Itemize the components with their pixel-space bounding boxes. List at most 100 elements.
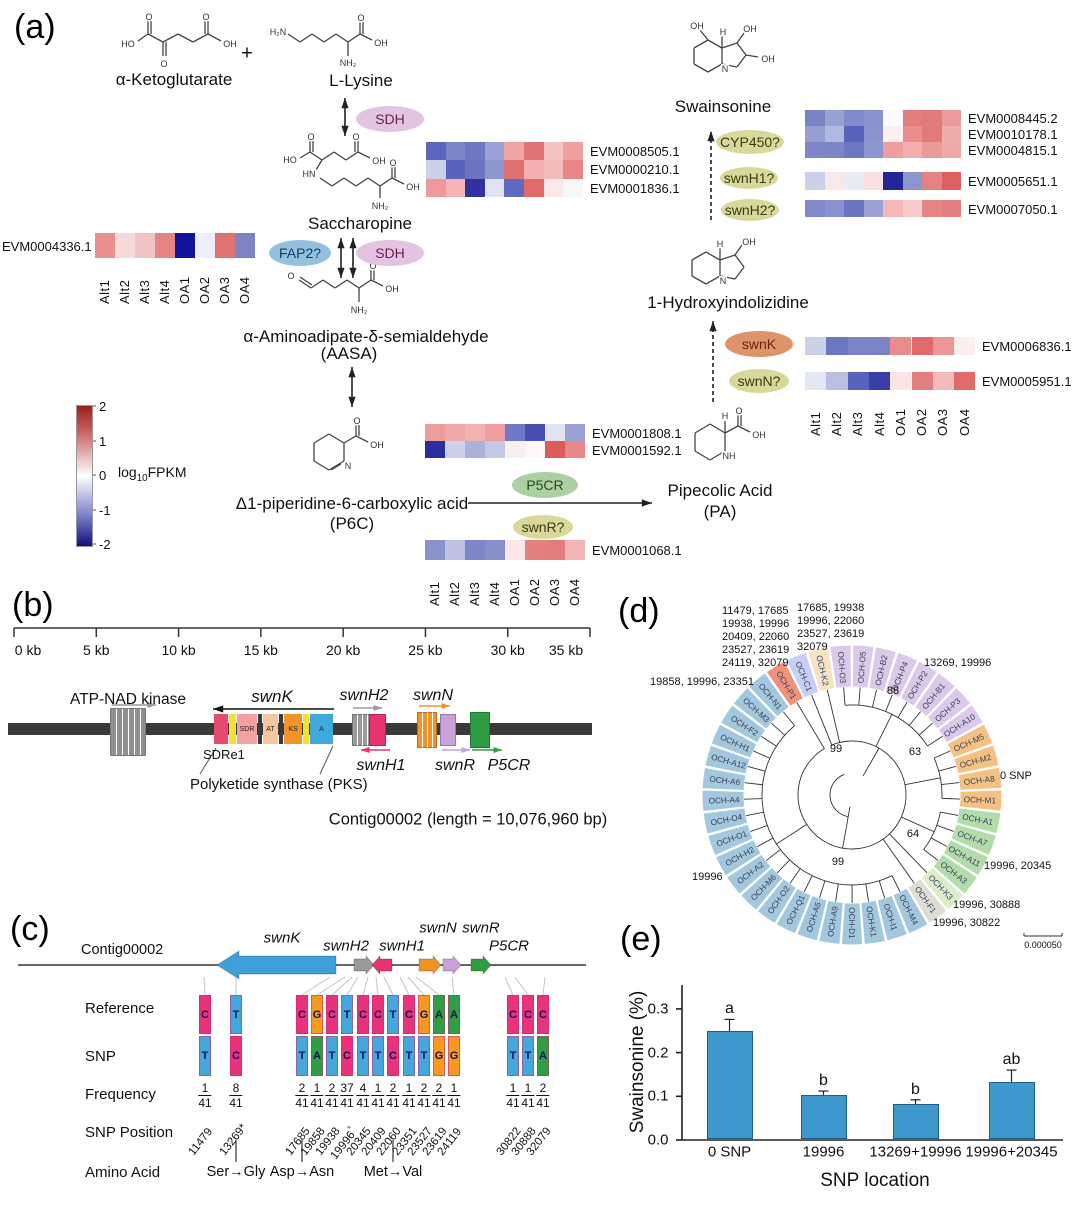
- heatmap-cell: [824, 126, 844, 142]
- swnK-domain-5: [279, 714, 283, 744]
- tree-segment-OCH-P3: [926, 686, 972, 730]
- taxon-label-OCH-O3: OCH-O3: [836, 651, 847, 684]
- snp-connector: [316, 976, 346, 996]
- tree-segment-OCH-A2: [725, 853, 772, 896]
- heatmap-cell: [941, 200, 961, 217]
- swainsonine-structure: [736, 54, 747, 68]
- reference-nt-20409: C: [372, 995, 384, 1034]
- swnH2-label-b: swnH2: [339, 687, 389, 704]
- frequency-22060: 2 41: [386, 1081, 400, 1110]
- heatmap-cell: [922, 110, 942, 126]
- pipecolic-structure-atom: NH: [723, 451, 736, 461]
- aasa-structure: [334, 279, 348, 289]
- compound-label-hydroxyindolizidine: 1-Hydroxyindolizidine: [647, 293, 809, 312]
- snp-nt-19938: T: [326, 1036, 338, 1076]
- swnK-domain-0: [214, 714, 228, 744]
- sample-col-label-OA3: OA3: [547, 578, 562, 606]
- frequency-30822: 1 41: [506, 1081, 520, 1110]
- aasa-structure: [346, 279, 360, 289]
- gene-label-EVM0000210.1: EVM0000210.1: [590, 162, 680, 178]
- tree-tip-branch: [878, 880, 886, 899]
- aasa-structure: [370, 279, 384, 287]
- sig-letter-0 SNP: a: [725, 1000, 734, 1018]
- heatmap-cell: [844, 110, 864, 126]
- saccharopine-structure: [333, 151, 347, 161]
- heatmap-cell: [565, 540, 585, 560]
- sample-col-label-Alt4: Alt4: [487, 581, 502, 606]
- p6c-structure: [328, 460, 345, 471]
- tree-annotation-snp-f1: 19996, 30822: [933, 917, 1001, 929]
- tree-tip-branch: [744, 798, 763, 800]
- tree-tip-branch: [747, 766, 766, 772]
- heatmap-cell: [425, 441, 445, 458]
- hydroxyindolizidine-structure: [691, 251, 707, 261]
- ketoglutarate-structure-atom: HO: [121, 39, 135, 49]
- frequency-20409: 1 41: [371, 1081, 385, 1110]
- fpkm-colorbar: [76, 405, 93, 547]
- heatmap-cell: [902, 126, 922, 142]
- heatmap-cell: [445, 441, 465, 458]
- amino-acid-Ser-Gly: Ser→Gly: [206, 1164, 266, 1180]
- snp-connector: [542, 976, 546, 996]
- pipecolic-structure: [724, 425, 739, 434]
- heatmap-cell: [911, 372, 933, 390]
- lysine-structure: [311, 33, 325, 43]
- tree-group-branch-red: [805, 717, 825, 749]
- hydroxyindolizidine-structure: [691, 275, 707, 285]
- arrowhead: [361, 747, 370, 753]
- heatmap-cell: [863, 172, 883, 190]
- tree-segment-OCH-K3: [920, 866, 965, 911]
- atp-nad-kinase-gene: [110, 708, 146, 756]
- snp-connector: [504, 976, 514, 996]
- compound-label-saccharopine: Saccharopine: [308, 214, 412, 233]
- heatmap-cell: [545, 441, 565, 458]
- e-x-tick-label-19996: 19996: [802, 1143, 845, 1161]
- heatmap-cell: [155, 233, 175, 258]
- tree-annotation-snp-blue: 19996: [692, 871, 723, 883]
- swnR-label-b: swnR: [434, 757, 476, 774]
- sample-col-label-OA1: OA1: [507, 578, 522, 606]
- tree-segment-OCH-M3: [732, 686, 778, 730]
- pipecolic-structure-atom: O: [735, 406, 742, 416]
- hydroxyindolizidine-structure-atom: OH: [742, 237, 756, 247]
- ruler-tick-label: 35 kb: [548, 642, 584, 658]
- heatmap-cell: [524, 160, 544, 179]
- saccharopine-structure: [379, 177, 393, 187]
- heatmap-cell: [426, 160, 446, 179]
- reference-nt-19858: G: [311, 995, 323, 1034]
- gene-label-EVM0010178.1: EVM0010178.1: [968, 127, 1058, 142]
- tree-segment-OCH-M6: [739, 866, 784, 912]
- heatmap-cell: [844, 200, 864, 217]
- reference-nt-24119: A: [448, 995, 460, 1034]
- arrowhead: [341, 98, 349, 109]
- ruler-tick-label: 0 kb: [14, 642, 42, 658]
- tree-tip-branch: [936, 824, 954, 832]
- hydroxyindolizidine-structure-atom: H: [717, 239, 724, 249]
- sample-col-label-OA4: OA4: [237, 276, 252, 304]
- snp-connector: [514, 976, 529, 996]
- colorbar-tick-label: 1: [99, 434, 107, 449]
- bootstrap-value-1: 88: [886, 685, 900, 697]
- snp-nt-32079: A: [537, 1036, 549, 1076]
- reference-nt-19996: T: [341, 995, 353, 1034]
- swnH2-label-c: swnH2: [323, 937, 369, 955]
- tree-annotation-snp-orange: 0 SNP: [1000, 770, 1032, 782]
- saccharopine-structure-atom: NH₂: [372, 201, 389, 211]
- bootstrap-value-3: 64: [906, 828, 920, 840]
- ketoglutarate-structure-atom: OH: [223, 39, 237, 49]
- gene-box-swnH1: [369, 714, 386, 746]
- swnK-domain-AT: AT: [263, 714, 278, 744]
- ketoglutarate-structure: [207, 33, 222, 42]
- sample-col-label-OA2: OA2: [197, 276, 212, 304]
- frequency-19996: 37 41: [340, 1081, 354, 1110]
- snp-connector: [383, 976, 394, 996]
- tree-segment-OCH-K2: [806, 646, 836, 693]
- reference-row-label: Reference: [85, 1000, 155, 1017]
- tree-annotation-snp-p1: 19858, 19996, 23351: [650, 676, 754, 688]
- swainsonine-structure: [721, 63, 738, 68]
- pks-label: Polyketide synthase (PKS): [190, 776, 368, 793]
- heatmap-cell: [235, 233, 255, 258]
- snp-connector: [451, 976, 455, 996]
- tree-tip-branch: [803, 875, 813, 893]
- gene-arrow-P5CR: [470, 955, 492, 975]
